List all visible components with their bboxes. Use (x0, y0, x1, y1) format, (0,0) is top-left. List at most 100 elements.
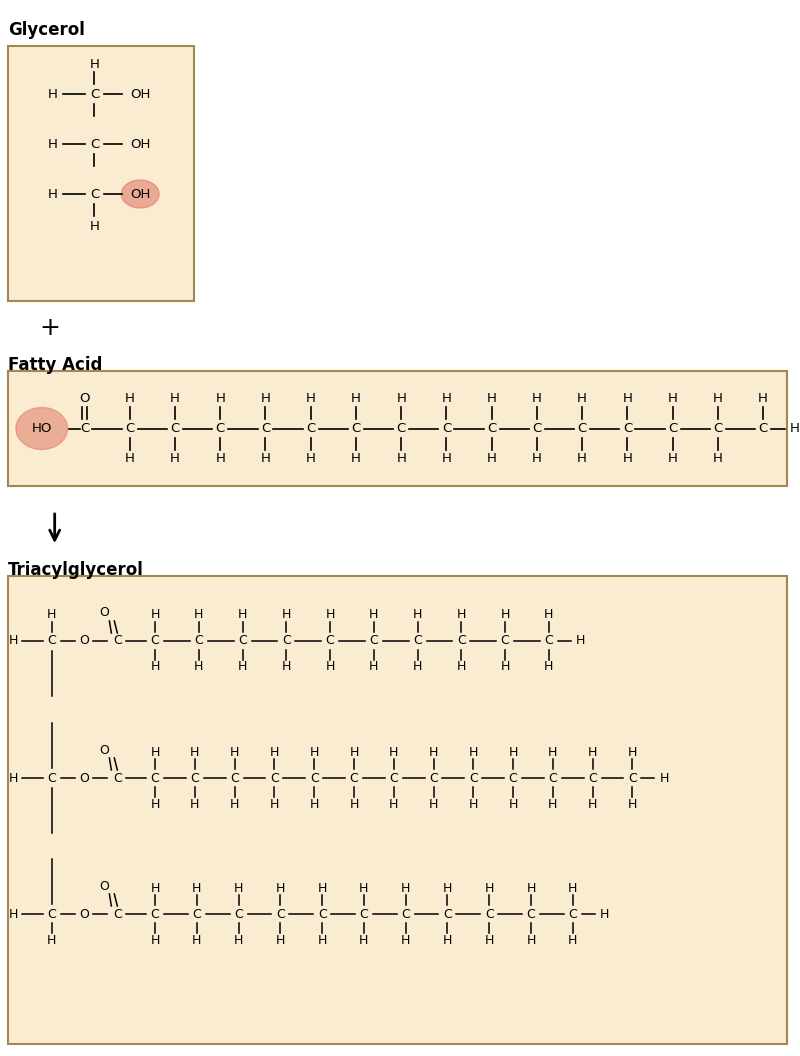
Text: C: C (318, 907, 326, 921)
Text: C: C (568, 907, 577, 921)
Text: H: H (359, 882, 369, 894)
Text: C: C (270, 772, 279, 785)
Text: O: O (79, 772, 90, 785)
Text: H: H (192, 934, 202, 946)
Text: H: H (628, 746, 637, 758)
Text: H: H (261, 392, 270, 406)
Text: C: C (485, 907, 494, 921)
Text: H: H (359, 934, 369, 946)
Text: H: H (469, 746, 478, 758)
Text: H: H (713, 392, 723, 406)
Text: C: C (414, 635, 422, 647)
Text: O: O (99, 880, 110, 892)
Text: H: H (369, 608, 378, 622)
Text: H: H (234, 882, 243, 894)
Text: H: H (532, 392, 542, 406)
Text: C: C (622, 422, 632, 435)
Text: H: H (48, 137, 58, 151)
Text: H: H (758, 392, 768, 406)
Text: H: H (261, 452, 270, 465)
Text: H: H (90, 220, 99, 232)
Text: C: C (194, 635, 203, 647)
Text: H: H (282, 660, 291, 674)
Text: H: H (170, 452, 180, 465)
Text: H: H (10, 907, 18, 921)
Text: C: C (193, 907, 202, 921)
Text: H: H (457, 608, 466, 622)
Text: C: C (545, 635, 554, 647)
Text: H: H (442, 452, 451, 465)
Text: C: C (47, 907, 56, 921)
Text: C: C (402, 907, 410, 921)
Text: H: H (170, 392, 180, 406)
Text: H: H (351, 452, 361, 465)
Text: H: H (600, 907, 610, 921)
Text: C: C (442, 422, 451, 435)
Text: C: C (90, 188, 99, 201)
Text: H: H (429, 746, 438, 758)
Text: C: C (150, 635, 159, 647)
Text: C: C (306, 422, 315, 435)
Text: H: H (526, 934, 536, 946)
Text: H: H (48, 88, 58, 100)
Text: O: O (79, 907, 90, 921)
Text: H: H (230, 746, 239, 758)
Ellipse shape (16, 408, 68, 450)
Text: H: H (568, 882, 578, 894)
Text: C: C (628, 772, 637, 785)
Text: H: H (48, 188, 58, 201)
Text: H: H (150, 608, 160, 622)
Text: O: O (99, 743, 110, 756)
Text: C: C (125, 422, 134, 435)
Text: H: H (238, 608, 247, 622)
Text: H: H (628, 797, 637, 811)
Text: H: H (150, 660, 160, 674)
Text: H: H (508, 746, 518, 758)
Text: H: H (192, 882, 202, 894)
Text: H: H (194, 608, 203, 622)
Text: C: C (282, 635, 290, 647)
Text: H: H (310, 746, 319, 758)
Text: H: H (396, 392, 406, 406)
Text: H: H (713, 452, 723, 465)
Text: C: C (113, 772, 122, 785)
Text: Fatty Acid: Fatty Acid (8, 356, 102, 374)
Text: H: H (215, 392, 225, 406)
Text: H: H (318, 882, 327, 894)
FancyBboxPatch shape (8, 46, 194, 301)
Text: HO: HO (31, 422, 52, 435)
Text: C: C (588, 772, 597, 785)
Text: H: H (790, 422, 800, 435)
Text: C: C (113, 635, 122, 647)
Text: H: H (276, 934, 285, 946)
Text: +: + (39, 316, 60, 340)
Text: O: O (79, 392, 90, 406)
Text: C: C (90, 88, 99, 100)
Text: H: H (485, 934, 494, 946)
FancyBboxPatch shape (8, 576, 787, 1044)
Text: H: H (469, 797, 478, 811)
Text: C: C (113, 907, 122, 921)
Text: C: C (150, 907, 159, 921)
Text: H: H (544, 608, 554, 622)
Text: C: C (549, 772, 558, 785)
Text: H: H (282, 608, 291, 622)
Text: C: C (390, 772, 398, 785)
Text: C: C (90, 137, 99, 151)
Text: H: H (429, 797, 438, 811)
Text: H: H (150, 934, 160, 946)
Text: H: H (442, 392, 451, 406)
Text: C: C (326, 635, 334, 647)
Text: H: H (413, 608, 422, 622)
Text: C: C (443, 907, 452, 921)
Text: H: H (501, 608, 510, 622)
Text: H: H (90, 57, 99, 71)
Text: H: H (10, 772, 18, 785)
Text: OH: OH (130, 188, 150, 201)
Text: H: H (396, 452, 406, 465)
Text: H: H (486, 392, 497, 406)
Text: H: H (215, 452, 225, 465)
Text: C: C (80, 422, 89, 435)
Text: OH: OH (130, 88, 150, 100)
Text: C: C (509, 772, 518, 785)
